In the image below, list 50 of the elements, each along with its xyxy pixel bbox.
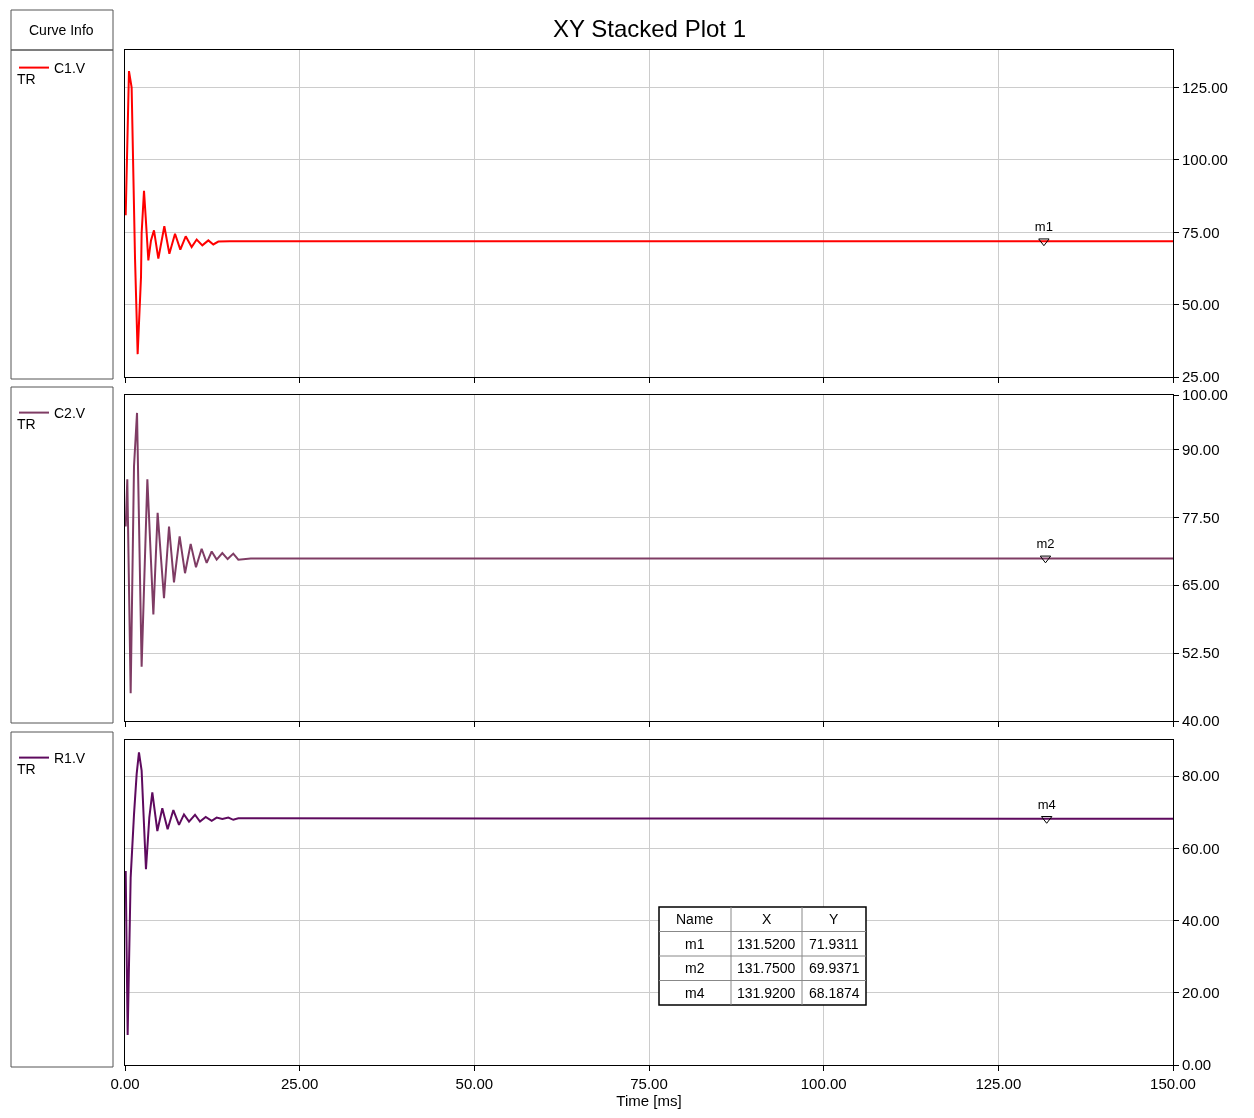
annotation: m1 bbox=[1034, 219, 1053, 235]
y-tick-label: 125.00 bbox=[1182, 78, 1228, 96]
x-tick-label: 100.00 bbox=[800, 1075, 847, 1092]
annotation: 131.9200 bbox=[737, 985, 796, 1001]
y-tick-label: 100.00 bbox=[1182, 386, 1228, 404]
annotation: m4 bbox=[685, 985, 705, 1001]
chart-title: XY Stacked Plot 1 bbox=[553, 15, 747, 42]
line-series bbox=[125, 70, 1173, 356]
legend-label: R1.V bbox=[54, 750, 86, 767]
y-tick-label: 0.00 bbox=[1182, 1056, 1212, 1074]
x-axis-title: Time [ms] bbox=[616, 1092, 682, 1109]
y-tick-label: 60.00 bbox=[1182, 839, 1220, 857]
y-tick-label: 75.00 bbox=[1182, 223, 1220, 241]
x-tick-label: 50.00 bbox=[455, 1075, 494, 1092]
line-series bbox=[125, 411, 1173, 695]
x-tick-label: 125.00 bbox=[975, 1075, 1022, 1092]
annotation: m2 bbox=[685, 960, 705, 976]
annotation: X bbox=[762, 911, 772, 927]
annotation: m2 bbox=[1036, 536, 1055, 552]
annotation: 71.9311 bbox=[809, 936, 859, 952]
y-tick-label: 40.00 bbox=[1182, 911, 1220, 929]
legend-label: C1.V bbox=[54, 60, 86, 77]
x-tick-label: 0.00 bbox=[110, 1075, 140, 1092]
annotation: 131.5200 bbox=[737, 936, 796, 952]
y-tick-label: 52.50 bbox=[1182, 644, 1220, 662]
y-tick-label: 100.00 bbox=[1182, 151, 1228, 169]
y-tick-label: 20.00 bbox=[1182, 984, 1220, 1002]
legend-title: Curve Info bbox=[29, 22, 94, 38]
text: TR bbox=[17, 71, 36, 87]
y-tick-label: 65.00 bbox=[1182, 576, 1220, 594]
text: TR bbox=[17, 761, 36, 777]
y-tick-label: 40.00 bbox=[1182, 712, 1220, 730]
x-tick-label: 75.00 bbox=[630, 1075, 668, 1092]
line-series bbox=[125, 751, 1173, 1037]
annotation: Name bbox=[676, 911, 714, 927]
annotation: 131.7500 bbox=[737, 960, 796, 976]
text: TR bbox=[17, 416, 36, 432]
y-tick-label: 50.00 bbox=[1182, 295, 1220, 313]
annotation: m1 bbox=[685, 936, 705, 952]
annotation: m4 bbox=[1037, 796, 1056, 812]
y-tick-label: 80.00 bbox=[1182, 767, 1220, 785]
annotation: 68.1874 bbox=[809, 985, 860, 1001]
legend-label: C2.V bbox=[54, 405, 86, 422]
y-tick-label: 25.00 bbox=[1182, 368, 1220, 386]
annotation: 69.9371 bbox=[809, 960, 860, 976]
annotation: Y bbox=[829, 911, 839, 927]
y-tick-label: 90.00 bbox=[1182, 440, 1220, 458]
x-tick-label: 150.00 bbox=[1150, 1075, 1196, 1092]
y-tick-label: 77.50 bbox=[1182, 508, 1220, 526]
x-tick-label: 25.00 bbox=[280, 1075, 319, 1092]
